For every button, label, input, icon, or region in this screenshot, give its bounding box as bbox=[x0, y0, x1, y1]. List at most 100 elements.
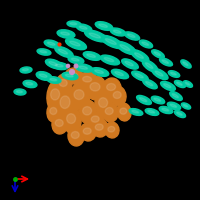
Ellipse shape bbox=[104, 58, 114, 62]
Ellipse shape bbox=[105, 39, 116, 44]
Circle shape bbox=[66, 64, 70, 68]
Ellipse shape bbox=[83, 128, 91, 134]
Ellipse shape bbox=[57, 30, 75, 38]
Ellipse shape bbox=[95, 70, 103, 73]
Ellipse shape bbox=[45, 59, 63, 69]
Ellipse shape bbox=[70, 41, 80, 46]
Ellipse shape bbox=[71, 58, 79, 61]
Ellipse shape bbox=[70, 82, 90, 110]
Ellipse shape bbox=[129, 109, 143, 115]
Ellipse shape bbox=[44, 40, 60, 48]
Ellipse shape bbox=[99, 24, 107, 27]
Ellipse shape bbox=[58, 49, 68, 54]
Ellipse shape bbox=[62, 72, 78, 80]
Ellipse shape bbox=[148, 110, 155, 113]
Ellipse shape bbox=[50, 107, 57, 115]
Ellipse shape bbox=[74, 90, 84, 100]
Ellipse shape bbox=[51, 89, 60, 100]
Ellipse shape bbox=[151, 96, 165, 104]
Ellipse shape bbox=[36, 72, 52, 80]
Ellipse shape bbox=[59, 79, 67, 87]
Ellipse shape bbox=[139, 40, 153, 48]
Ellipse shape bbox=[167, 102, 181, 110]
Ellipse shape bbox=[140, 98, 147, 102]
Ellipse shape bbox=[170, 92, 182, 100]
Ellipse shape bbox=[88, 111, 104, 129]
Ellipse shape bbox=[79, 72, 97, 88]
Ellipse shape bbox=[47, 102, 61, 122]
Ellipse shape bbox=[47, 77, 61, 83]
Ellipse shape bbox=[160, 58, 172, 66]
Ellipse shape bbox=[68, 126, 84, 146]
Ellipse shape bbox=[113, 91, 121, 99]
Ellipse shape bbox=[107, 83, 116, 91]
Ellipse shape bbox=[127, 34, 135, 37]
Ellipse shape bbox=[55, 46, 73, 58]
Ellipse shape bbox=[20, 67, 32, 73]
Ellipse shape bbox=[76, 24, 92, 32]
Ellipse shape bbox=[55, 64, 63, 67]
Ellipse shape bbox=[117, 103, 131, 121]
Ellipse shape bbox=[120, 108, 127, 114]
Ellipse shape bbox=[155, 71, 163, 76]
Ellipse shape bbox=[159, 106, 173, 114]
Ellipse shape bbox=[95, 90, 113, 118]
Ellipse shape bbox=[132, 71, 148, 81]
Ellipse shape bbox=[145, 63, 153, 68]
Ellipse shape bbox=[177, 112, 182, 115]
Ellipse shape bbox=[92, 119, 108, 137]
Ellipse shape bbox=[56, 86, 76, 122]
Ellipse shape bbox=[26, 82, 33, 85]
Ellipse shape bbox=[135, 73, 143, 78]
Ellipse shape bbox=[83, 107, 92, 115]
Ellipse shape bbox=[101, 35, 123, 49]
Ellipse shape bbox=[83, 76, 92, 82]
Ellipse shape bbox=[95, 22, 113, 30]
Ellipse shape bbox=[66, 38, 86, 50]
Ellipse shape bbox=[161, 81, 175, 91]
Ellipse shape bbox=[56, 74, 72, 94]
Ellipse shape bbox=[80, 123, 96, 141]
Ellipse shape bbox=[79, 26, 87, 29]
Ellipse shape bbox=[132, 110, 139, 113]
Ellipse shape bbox=[152, 68, 168, 80]
Ellipse shape bbox=[99, 98, 108, 107]
Ellipse shape bbox=[142, 42, 149, 45]
Ellipse shape bbox=[183, 104, 188, 107]
Ellipse shape bbox=[67, 114, 76, 123]
Ellipse shape bbox=[131, 50, 149, 62]
Ellipse shape bbox=[71, 131, 79, 139]
Ellipse shape bbox=[162, 108, 169, 111]
Ellipse shape bbox=[91, 68, 109, 76]
Ellipse shape bbox=[22, 69, 28, 71]
Ellipse shape bbox=[83, 52, 101, 60]
Ellipse shape bbox=[52, 114, 68, 134]
Ellipse shape bbox=[39, 74, 47, 77]
Ellipse shape bbox=[75, 64, 93, 72]
Ellipse shape bbox=[116, 42, 136, 54]
Ellipse shape bbox=[181, 103, 191, 109]
Ellipse shape bbox=[60, 96, 70, 108]
Ellipse shape bbox=[183, 81, 193, 87]
Ellipse shape bbox=[52, 62, 68, 70]
Ellipse shape bbox=[86, 76, 106, 100]
Ellipse shape bbox=[55, 119, 63, 127]
Ellipse shape bbox=[49, 62, 57, 66]
Ellipse shape bbox=[50, 78, 57, 81]
Ellipse shape bbox=[105, 107, 113, 115]
Ellipse shape bbox=[69, 72, 78, 78]
Circle shape bbox=[74, 64, 78, 68]
Ellipse shape bbox=[142, 60, 158, 72]
Ellipse shape bbox=[105, 122, 119, 138]
Ellipse shape bbox=[40, 51, 47, 53]
Ellipse shape bbox=[168, 71, 180, 77]
Ellipse shape bbox=[164, 84, 171, 88]
Ellipse shape bbox=[79, 100, 97, 124]
Ellipse shape bbox=[47, 42, 55, 45]
Ellipse shape bbox=[154, 52, 160, 56]
Ellipse shape bbox=[61, 32, 70, 35]
Ellipse shape bbox=[177, 82, 182, 85]
Ellipse shape bbox=[87, 54, 95, 57]
Ellipse shape bbox=[171, 72, 176, 75]
Ellipse shape bbox=[103, 78, 121, 98]
